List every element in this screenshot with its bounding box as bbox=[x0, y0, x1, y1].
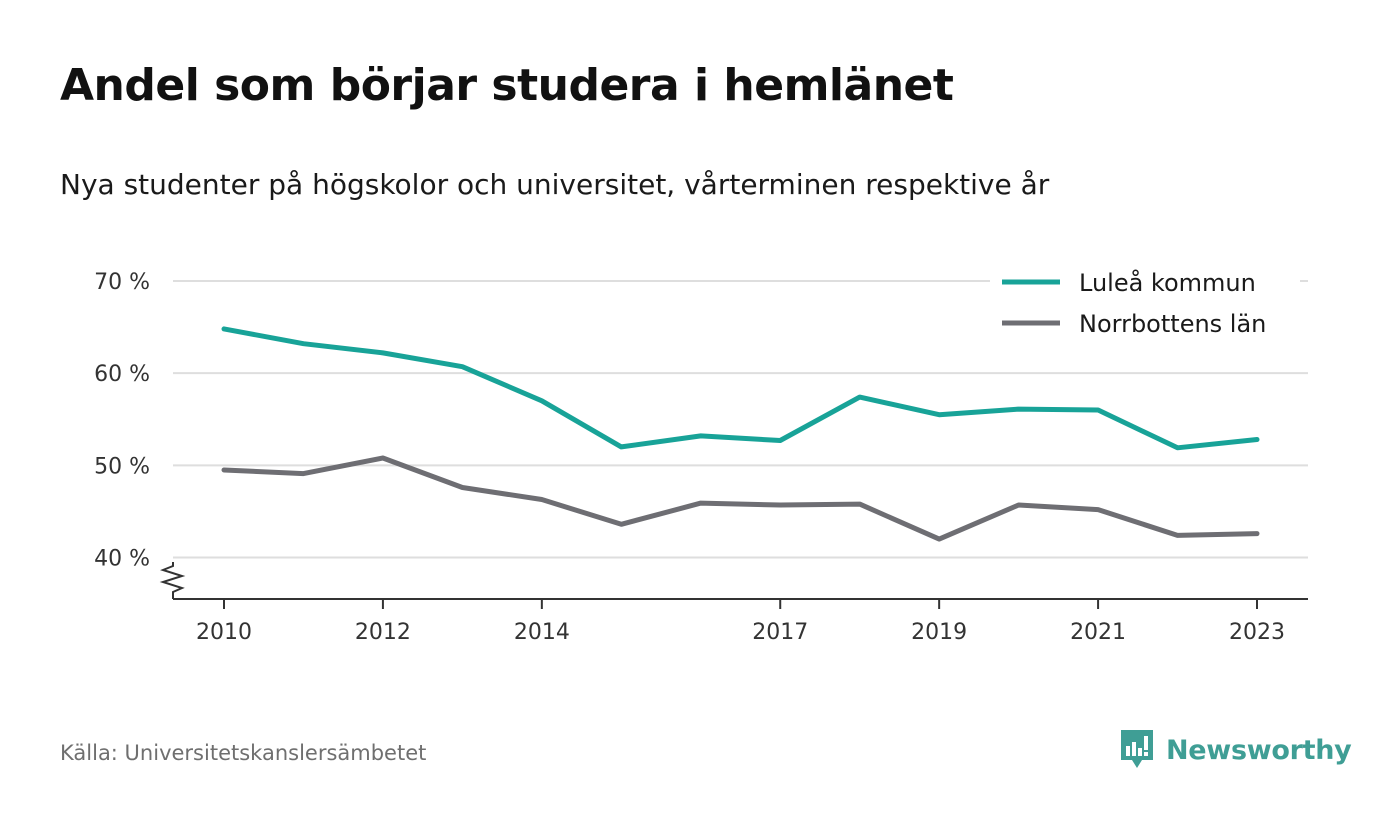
x-tick-label: 2019 bbox=[911, 620, 967, 645]
y-tick-label: 40 % bbox=[94, 547, 150, 572]
axis-break-icon bbox=[159, 562, 186, 599]
newsworthy-logo-icon bbox=[1121, 730, 1153, 768]
legend-background bbox=[990, 262, 1300, 342]
y-tick-label: 70 % bbox=[94, 270, 150, 295]
x-tick-label: 2021 bbox=[1070, 620, 1126, 645]
x-tick-label: 2014 bbox=[514, 620, 570, 645]
chart-title: Andel som börjar studera i hemlänet bbox=[60, 60, 954, 111]
x-tick-label: 2010 bbox=[196, 620, 252, 645]
legend-label: Luleå kommun bbox=[1079, 268, 1256, 297]
brand-name: Newsworthy bbox=[1166, 734, 1352, 766]
series-line-lulea-kommun bbox=[221, 326, 1260, 451]
legend: Luleå kommun Norrbottens län bbox=[990, 262, 1300, 342]
y-tick-label: 60 % bbox=[94, 362, 150, 387]
series-line-norrbottens-lan bbox=[221, 455, 1260, 542]
axes: 40 % 50 % 60 % 70 % 2010 2012 2014 2017 2019 2021… bbox=[94, 270, 1308, 645]
y-tick-label: 50 % bbox=[94, 454, 150, 479]
x-tick-label: 2012 bbox=[355, 620, 411, 645]
x-tick-label: 2017 bbox=[752, 620, 808, 645]
source-note: Källa: Universitetskanslersämbetet bbox=[60, 741, 427, 765]
x-tick-label: 2023 bbox=[1229, 620, 1285, 645]
line-chart: 40 % 50 % 60 % 70 % 2010 2012 2014 2017 2019 2021… bbox=[94, 262, 1308, 645]
series-lines bbox=[221, 326, 1260, 542]
chart-subtitle: Nya studenter på högskolor och universit… bbox=[60, 168, 1050, 201]
legend-label: Norrbottens län bbox=[1079, 310, 1266, 338]
brand-logo[interactable]: Newsworthy bbox=[1118, 728, 1352, 772]
